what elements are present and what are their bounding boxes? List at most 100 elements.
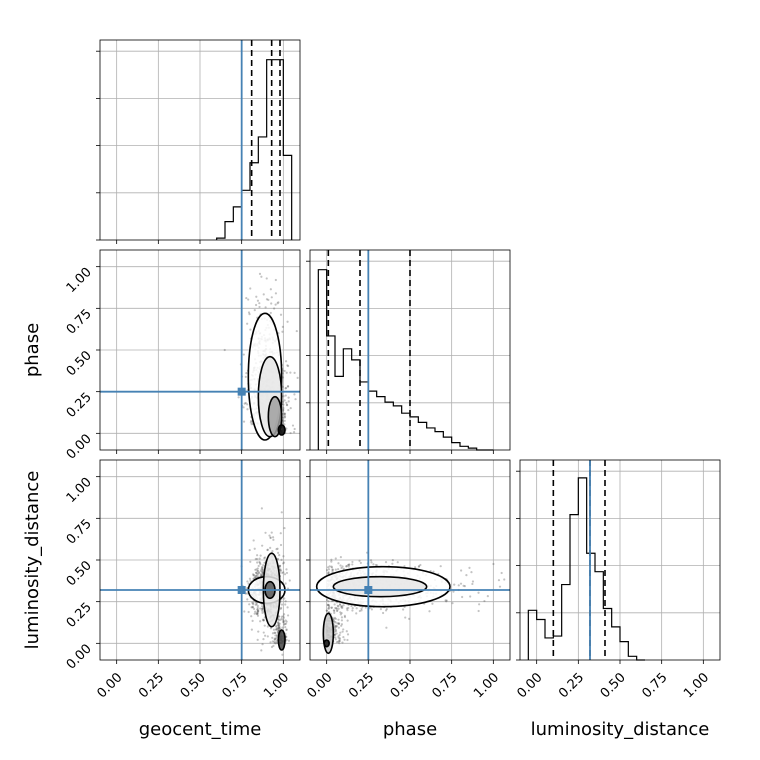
- sample-point: [271, 636, 274, 639]
- sample-point: [285, 635, 288, 638]
- sample-point: [246, 408, 249, 411]
- sample-point: [277, 301, 280, 304]
- density-contour: [277, 629, 286, 651]
- sample-point: [262, 619, 265, 622]
- sample-point: [266, 548, 269, 552]
- sample-point: [256, 567, 259, 570]
- sample-point: [341, 606, 344, 609]
- x-tick-label: 1.00: [681, 670, 712, 701]
- sample-point: [477, 609, 480, 613]
- sample-point: [252, 607, 256, 610]
- sample-point: [283, 415, 287, 418]
- sample-point: [470, 570, 473, 574]
- sample-point: [375, 564, 379, 567]
- sample-point: [418, 565, 421, 568]
- sample-point: [251, 606, 254, 609]
- sample-point: [332, 609, 335, 612]
- sample-point: [432, 570, 435, 573]
- sample-point: [252, 574, 256, 577]
- sample-point: [269, 627, 273, 630]
- sample-point: [247, 311, 251, 314]
- sample-point: [277, 626, 280, 630]
- sample-point: [262, 638, 265, 641]
- sample-point: [252, 601, 255, 605]
- sample-point: [358, 609, 361, 613]
- sample-point: [248, 313, 251, 316]
- density-contour: [322, 612, 335, 655]
- sample-point: [275, 627, 279, 630]
- sample-point: [336, 604, 339, 607]
- sample-point: [469, 595, 472, 598]
- y-tick-label: 0.75: [64, 517, 95, 548]
- sample-point: [333, 633, 337, 636]
- sample-point: [278, 622, 281, 625]
- sample-point: [269, 288, 272, 291]
- sample-point: [351, 560, 354, 564]
- sample-point: [260, 607, 264, 610]
- sample-point: [275, 625, 278, 628]
- sample-point: [294, 398, 297, 401]
- sample-point: [283, 416, 286, 419]
- sample-point: [278, 627, 281, 630]
- sample-point: [254, 303, 258, 307]
- sample-point: [338, 638, 341, 641]
- sample-point: [287, 364, 290, 368]
- sample-point: [276, 630, 279, 633]
- sample-point: [254, 575, 257, 578]
- sample-point: [283, 623, 286, 626]
- sample-point: [492, 562, 495, 566]
- sample-point: [284, 360, 288, 363]
- sample-point: [451, 602, 454, 605]
- x-tick-label: 0.25: [556, 670, 587, 701]
- sample-point: [340, 605, 344, 608]
- truth-marker: [364, 586, 373, 594]
- sample-point: [277, 622, 280, 625]
- sample-point: [254, 568, 257, 571]
- sample-point: [286, 614, 290, 617]
- sample-point: [350, 604, 353, 608]
- sample-point: [256, 299, 260, 302]
- sample-point: [256, 638, 259, 641]
- sample-point: [287, 396, 290, 399]
- mark-layer: [100, 40, 645, 661]
- sample-point: [334, 638, 337, 641]
- sample-point: [457, 584, 460, 587]
- y-tick-label: 0.50: [64, 558, 95, 589]
- sample-point: [270, 296, 273, 299]
- sample-point: [331, 568, 334, 571]
- y-tick-label: 0.75: [64, 307, 95, 338]
- sample-point: [274, 303, 277, 306]
- sample-point: [243, 402, 246, 405]
- sample-point: [336, 609, 339, 613]
- sample-point: [468, 566, 471, 569]
- sample-point: [277, 623, 280, 626]
- sample-point: [249, 421, 252, 424]
- sample-point: [384, 561, 388, 564]
- sample-point: [267, 298, 270, 301]
- sample-point: [327, 607, 330, 610]
- sample-point: [338, 633, 341, 637]
- sample-point: [257, 564, 260, 568]
- sample-point: [351, 609, 354, 612]
- x-tick-label: 0.00: [94, 670, 125, 701]
- sample-point: [266, 635, 269, 638]
- sample-point: [283, 613, 286, 616]
- sample-point: [334, 606, 337, 610]
- sample-point: [246, 322, 249, 325]
- sample-point: [284, 600, 287, 603]
- sample-point: [255, 295, 258, 298]
- sample-point: [330, 606, 334, 609]
- sample-point: [256, 610, 259, 613]
- x-tick-label: 0.00: [304, 670, 335, 701]
- sample-point: [258, 560, 261, 564]
- sample-point: [337, 636, 340, 639]
- sample-point: [336, 609, 339, 612]
- sample-point: [288, 579, 291, 582]
- sample-point: [249, 560, 252, 563]
- sample-point: [244, 375, 247, 378]
- sample-point: [282, 620, 285, 623]
- sample-point: [333, 616, 336, 619]
- x-tick-label: 0.25: [346, 670, 377, 701]
- x-tick-label: 1.00: [261, 670, 292, 701]
- sample-point: [274, 292, 278, 295]
